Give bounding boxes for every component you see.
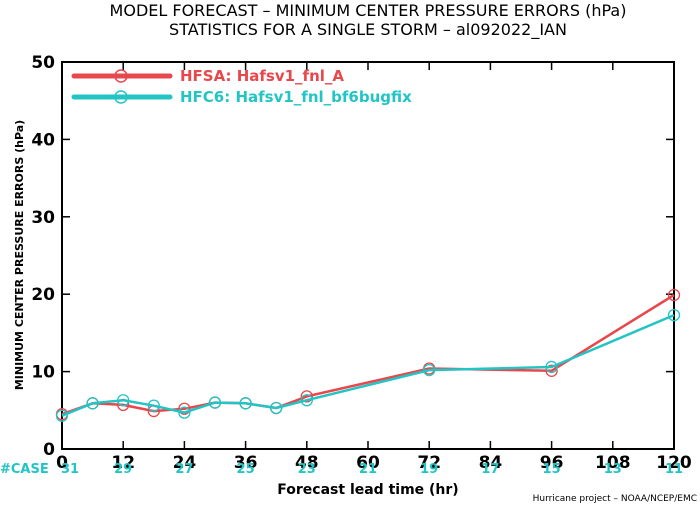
data-point	[208, 396, 222, 409]
case-count: 17	[481, 462, 499, 477]
chart-subtitle: STATISTICS FOR A SINGLE STORM – al092022…	[169, 20, 567, 40]
x-tick-label: 120	[656, 453, 692, 473]
data-point	[147, 399, 160, 412]
case-count: 27	[175, 462, 193, 477]
data-point	[545, 364, 558, 377]
y-tick-label: 0	[43, 440, 55, 460]
y-tick-label: 10	[31, 363, 55, 383]
case-count: 13	[604, 462, 622, 477]
legend: HFSA: Hafsv1_fnl_A HFC6: Hafsv1_fnl_bf6bu…	[71, 67, 412, 106]
data-point	[270, 401, 283, 415]
data-point	[300, 394, 313, 407]
x-tick-label: 60	[356, 453, 380, 473]
x-tick-label: 72	[417, 453, 441, 473]
x-tick-label: 24	[173, 453, 197, 473]
x-axis: 0 12 24 36 48 60 72 84 96 108 120	[56, 62, 692, 473]
x-axis-label: Forecast lead time (hr)	[277, 482, 458, 498]
x-tick-label: 0	[56, 453, 68, 473]
case-count: 25	[237, 462, 255, 477]
y-tick-label: 40	[31, 130, 55, 150]
legend-marker	[114, 69, 128, 83]
data-point	[55, 409, 69, 422]
x-tick-label: 48	[295, 453, 319, 473]
case-count: 11	[665, 462, 683, 477]
plot-frame	[61, 61, 675, 450]
y-axis: 0 10 20 30 40 50	[31, 53, 674, 460]
data-point	[239, 397, 252, 410]
case-count: 21	[359, 462, 377, 477]
y-tick-label: 20	[31, 285, 55, 305]
chart-title: MODEL FORECAST – MINIMUM CENTER PRESSURE…	[110, 1, 627, 20]
case-count: 19	[420, 462, 438, 477]
case-label: #CASE	[0, 462, 49, 477]
case-count: 23	[298, 462, 316, 477]
data-point	[178, 402, 191, 415]
legend-label: HFC6: Hafsv1_fnl_bf6bugfix	[180, 88, 412, 106]
y-tick-label: 30	[31, 208, 55, 228]
series-layer	[55, 288, 681, 422]
data-point	[178, 406, 191, 419]
y-axis-label: MINIMUM CENTER PRESSURE ERRORS (hPa)	[13, 120, 26, 390]
credit-text: Hurricane project – NOAA/NCEP/EMC	[533, 494, 697, 504]
data-point	[545, 360, 558, 374]
data-point	[117, 394, 130, 407]
case-count: 29	[114, 462, 132, 477]
data-point	[667, 288, 681, 302]
x-tick-label: 96	[540, 453, 564, 473]
x-tick-label: 108	[595, 453, 631, 473]
x-tick-label: 36	[234, 453, 258, 473]
case-count: 15	[543, 462, 561, 477]
y-tick-label: 50	[31, 53, 55, 73]
case-counts: 31 29 27 25 23 21 19 17 15 13 11	[61, 462, 683, 477]
data-point	[667, 308, 681, 322]
legend-marker	[114, 90, 128, 104]
legend-label: HFSA: Hafsv1_fnl_A	[180, 67, 344, 85]
x-tick-label: 12	[111, 453, 135, 473]
case-count: 31	[61, 462, 79, 477]
data-point	[300, 390, 313, 403]
data-point	[86, 397, 99, 410]
data-point	[423, 363, 436, 377]
x-tick-label: 84	[479, 453, 503, 473]
